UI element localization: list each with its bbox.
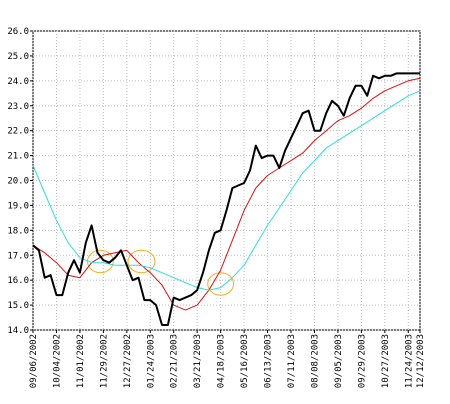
y-tick-label: 23.0 xyxy=(7,102,29,112)
x-tick-label: 04/18/2003 xyxy=(217,334,227,388)
y-tick-label: 16.0 xyxy=(7,276,29,286)
x-tick-label: 01/24/2003 xyxy=(146,334,156,388)
y-tick-label: 15.0 xyxy=(7,301,29,311)
x-axis: 09/06/2002 10/04/2002 11/01/2002 11/29/2002… xyxy=(29,330,426,388)
plot-area xyxy=(32,30,421,331)
x-tick-label: 11/24/2003 xyxy=(404,334,414,388)
x-tick-label: 03/21/2003 xyxy=(193,334,203,388)
x-tick-label: 08/08/2003 xyxy=(310,334,320,388)
x-tick-label: 10/04/2002 xyxy=(52,334,62,388)
x-tick-label: 09/05/2003 xyxy=(334,334,344,388)
x-tick-label: 07/11/2003 xyxy=(287,334,297,388)
annotation-ellipse xyxy=(207,272,235,296)
y-axis: 14.0 15.0 16.0 17.0 18.0 19.0 20.0 21.0 22.0 23.0… xyxy=(7,27,33,336)
y-tick-label: 18.0 xyxy=(7,226,29,236)
y-tick-label: 14.0 xyxy=(7,326,29,336)
x-tick-label: 11/29/2002 xyxy=(99,334,109,388)
series-lines xyxy=(32,72,421,326)
annotation-ellipse xyxy=(127,249,156,274)
x-tick-label: 10/27/2003 xyxy=(381,334,391,388)
x-tick-label: 11/01/2002 xyxy=(76,334,86,388)
grid-lines xyxy=(32,30,421,331)
x-tick-label: 09/29/2003 xyxy=(357,334,367,388)
y-tick-label: 24.0 xyxy=(7,77,29,87)
y-tick-label: 17.0 xyxy=(7,251,29,261)
y-tick-label: 21.0 xyxy=(7,152,29,162)
x-tick-label: 02/21/2003 xyxy=(170,334,180,388)
series-line-price xyxy=(32,72,420,326)
x-tick-label: 09/06/2002 xyxy=(29,334,39,388)
x-tick-label: 05/16/2003 xyxy=(240,334,250,388)
y-tick-label: 19.0 xyxy=(7,201,29,211)
y-tick-label: 26.0 xyxy=(7,27,29,37)
x-tick-label: 12/27/2002 xyxy=(123,334,133,388)
y-tick-label: 25.0 xyxy=(7,52,29,62)
y-tick-label: 20.0 xyxy=(7,177,29,187)
x-tick-label: 06/13/2003 xyxy=(264,334,274,388)
series-line-cyan xyxy=(32,90,421,291)
x-tick-label: 12/12/2003 xyxy=(416,334,426,388)
y-tick-label: 22.0 xyxy=(7,127,29,137)
series-line-red xyxy=(32,77,421,311)
